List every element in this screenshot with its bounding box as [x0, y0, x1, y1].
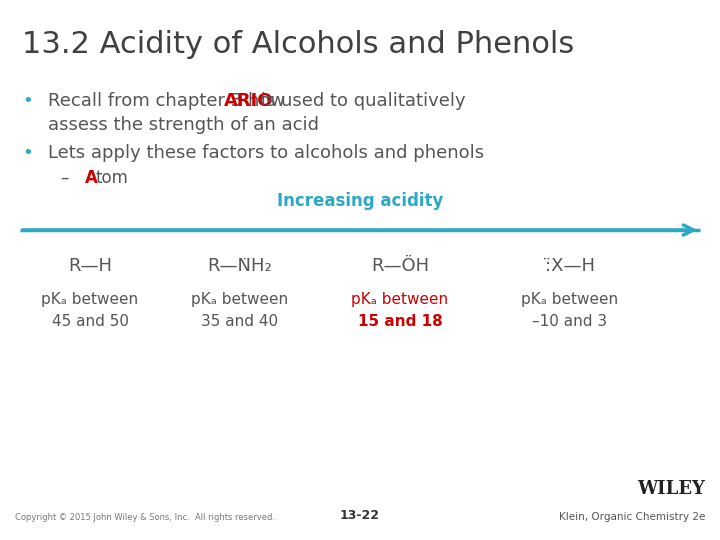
Text: •: •: [22, 92, 32, 110]
Text: ARIO: ARIO: [224, 92, 274, 110]
Text: A: A: [85, 169, 98, 187]
Text: pKₐ between: pKₐ between: [521, 292, 618, 307]
Text: 13-22: 13-22: [340, 509, 380, 522]
Text: Klein, Organic Chemistry 2e: Klein, Organic Chemistry 2e: [559, 512, 705, 522]
Text: tom: tom: [95, 169, 128, 187]
Text: 15 and 18: 15 and 18: [358, 314, 442, 329]
Text: Increasing acidity: Increasing acidity: [276, 192, 444, 210]
Text: Recall from chapter 3 how: Recall from chapter 3 how: [48, 92, 291, 110]
Text: 13.2 Acidity of Alcohols and Phenols: 13.2 Acidity of Alcohols and Phenols: [22, 30, 575, 59]
Text: pKₐ between: pKₐ between: [42, 292, 138, 307]
Text: assess the strength of an acid: assess the strength of an acid: [48, 116, 319, 134]
Text: pKₐ between: pKₐ between: [192, 292, 289, 307]
Text: R—N̈H₂: R—N̈H₂: [207, 257, 272, 275]
Text: •: •: [22, 144, 32, 162]
Text: 35 and 40: 35 and 40: [202, 314, 279, 329]
Text: :̈X—H: :̈X—H: [545, 257, 595, 275]
Text: R—H: R—H: [68, 257, 112, 275]
Text: is used to qualitatively: is used to qualitatively: [255, 92, 466, 110]
Text: Lets apply these factors to alcohols and phenols: Lets apply these factors to alcohols and…: [48, 144, 484, 162]
Text: –: –: [60, 169, 68, 187]
Text: WILEY: WILEY: [637, 480, 705, 498]
Text: R—ÖH: R—ÖH: [371, 257, 429, 275]
Text: pKₐ between: pKₐ between: [351, 292, 449, 307]
Text: 45 and 50: 45 and 50: [52, 314, 128, 329]
Text: –10 and 3: –10 and 3: [532, 314, 608, 329]
Text: Copyright © 2015 John Wiley & Sons, Inc.  All rights reserved.: Copyright © 2015 John Wiley & Sons, Inc.…: [15, 513, 275, 522]
